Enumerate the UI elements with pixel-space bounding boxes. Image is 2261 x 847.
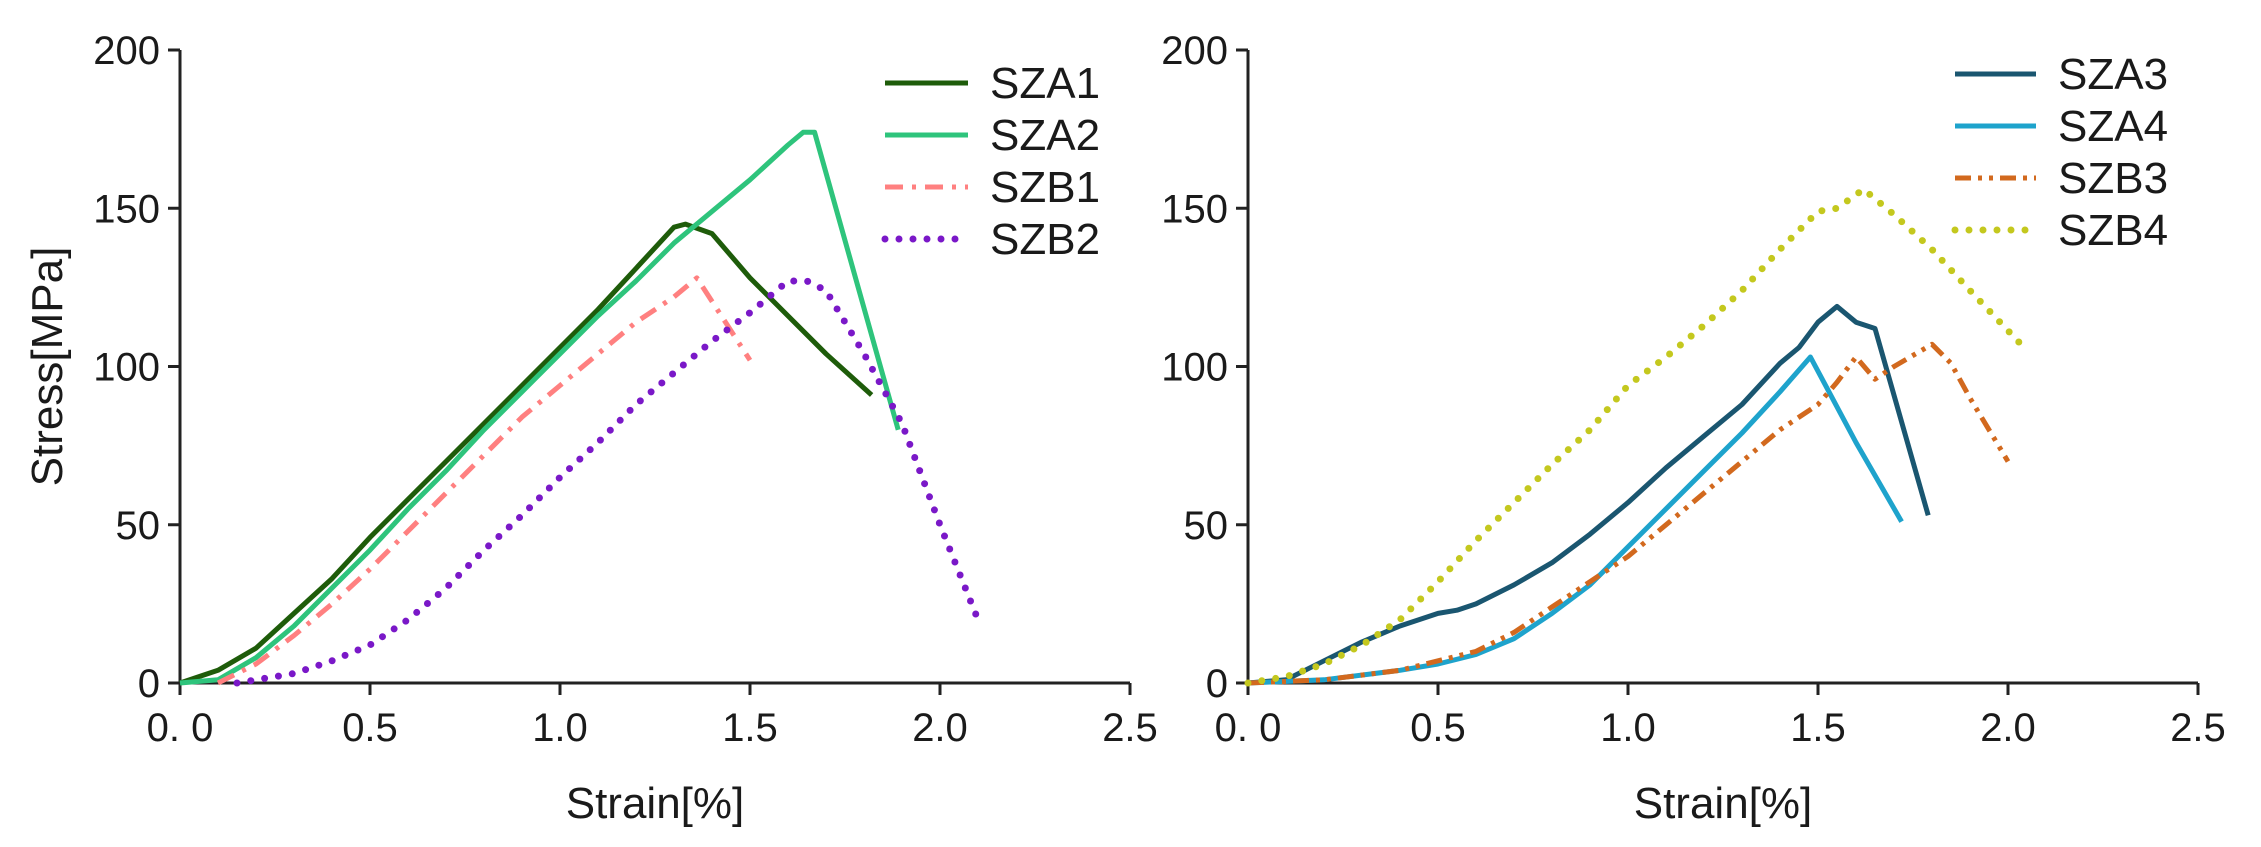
- legend-label-szb1: SZB1: [990, 163, 1100, 212]
- y-tick-label: 50: [1184, 504, 1229, 548]
- chart-panel-left: 0. 0 0.5 1.0 1.5 2.0 2.5 0 50 100 150 200 Strain[%]…: [23, 29, 1158, 828]
- y-tick-label: 200: [1161, 29, 1228, 73]
- legend-label-szb2: SZB2: [990, 215, 1100, 264]
- y-tick-label: 0: [138, 662, 160, 706]
- x-tick-label: 1.0: [1600, 706, 1656, 750]
- y-tick-label: 50: [116, 504, 161, 548]
- legend-label-sza2: SZA2: [990, 111, 1100, 160]
- x-tick-label: 0.5: [1410, 706, 1466, 750]
- legend-label-sza3: SZA3: [2058, 50, 2168, 99]
- legend-label-sza4: SZA4: [2058, 102, 2168, 151]
- x-tick-label: 2.0: [1980, 706, 2036, 750]
- y-tick-label: 200: [93, 29, 160, 73]
- series-line-szb2: [233, 277, 982, 687]
- series-line-sza4: [1247, 354, 1904, 686]
- x-tick-label: 1.5: [1790, 706, 1846, 750]
- series-line-sza2: [179, 129, 901, 686]
- series-line-sza1: [179, 221, 874, 686]
- x-tick-label: 2.5: [1102, 706, 1158, 750]
- x-tick-label: 1.5: [722, 706, 778, 750]
- y-tick-label: 150: [93, 187, 160, 231]
- legend-label-szb4: SZB4: [2058, 206, 2168, 255]
- x-axis-title: Strain[%]: [1634, 779, 1813, 828]
- series-line-szb1: [216, 275, 753, 686]
- series-line-sza3: [1247, 303, 1931, 686]
- x-axis-title: Strain[%]: [566, 779, 745, 828]
- legend-label-szb3: SZB3: [2058, 154, 2168, 203]
- y-tick-label: 0: [1206, 662, 1228, 706]
- x-tick-label: 2.5: [2170, 706, 2226, 750]
- chart-panel-right: 0. 0 0.5 1.0 1.5 2.0 2.5 0 50 100 150 200 Strain[%]…: [1161, 29, 2226, 828]
- y-tick-label: 100: [93, 346, 160, 390]
- x-tick-label: 0. 0: [147, 706, 214, 750]
- series-line-szb3: [1247, 341, 2011, 686]
- y-tick-label: 100: [1161, 346, 1228, 390]
- x-tick-label: 0. 0: [1215, 706, 1282, 750]
- y-axis-title: Stress[MPa]: [23, 247, 72, 487]
- x-tick-label: 0.5: [342, 706, 398, 750]
- legend-label-sza1: SZA1: [990, 59, 1100, 108]
- y-tick-label: 150: [1161, 187, 1228, 231]
- x-tick-label: 1.0: [532, 706, 588, 750]
- series-line-szb4: [1244, 185, 2031, 687]
- x-tick-label: 2.0: [912, 706, 968, 750]
